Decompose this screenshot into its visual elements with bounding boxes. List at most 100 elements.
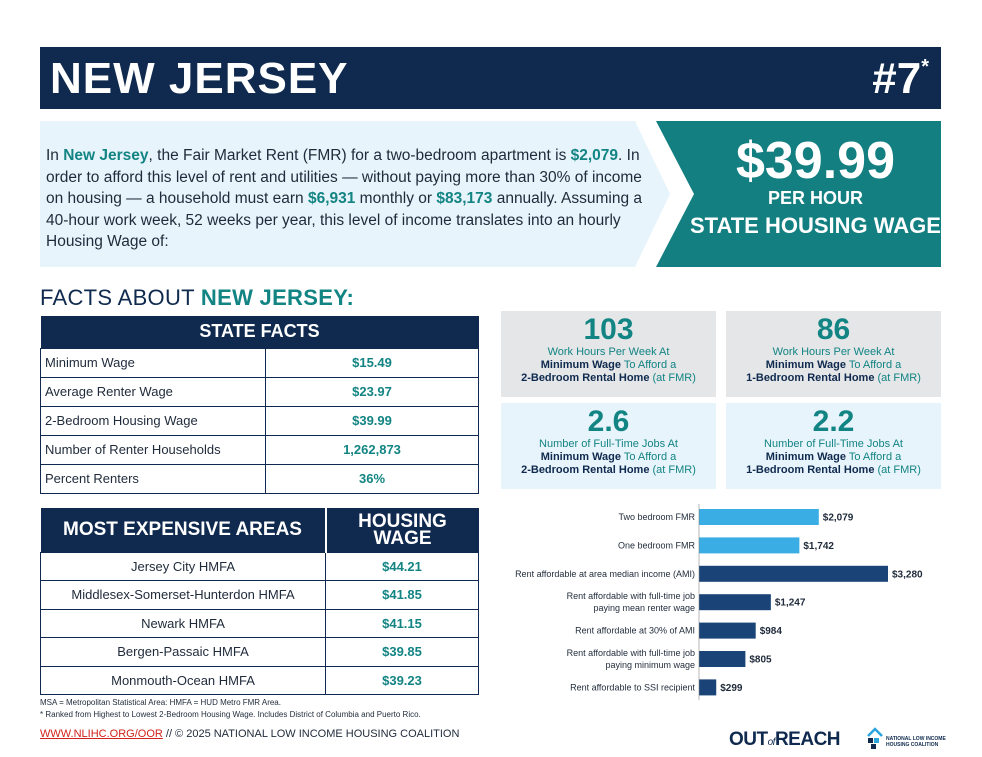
nlihc-logo-text: NATIONAL LOW INCOME HOUSING COALITION bbox=[886, 736, 946, 748]
chart-value-label: $1,742 bbox=[803, 541, 834, 552]
table-row: Bergen-Passaic HMFA $39.85 bbox=[40, 637, 479, 667]
state-rank: #7* bbox=[872, 54, 929, 104]
out-of-reach-logo: OUTofREACH bbox=[729, 729, 841, 751]
chart-bar bbox=[699, 537, 800, 554]
per-hour-label: PER HOUR bbox=[767, 188, 863, 208]
logo-out: OUT bbox=[729, 729, 768, 750]
chart-value-label: $3,280 bbox=[892, 569, 923, 580]
intro-text-4: monthly or bbox=[355, 190, 437, 207]
chart-category-label: Rent affordable at area median income (A… bbox=[515, 569, 695, 579]
nlihc-logo: NATIONAL LOW INCOME HOUSING COALITION bbox=[866, 724, 946, 752]
chart-category-label: Rent affordable with full-time job paying… bbox=[567, 591, 695, 613]
footer-link[interactable]: WWW.NLIHC.ORG/OOR bbox=[40, 728, 163, 740]
fact-label: 2-Bedroom Housing Wage bbox=[40, 405, 266, 436]
chart-bar bbox=[699, 651, 746, 667]
chart-category-label: Rent affordable to SSI recipient bbox=[570, 682, 695, 692]
fact-label: Percent Renters bbox=[40, 463, 266, 494]
intro-fmr: $2,079 bbox=[570, 147, 619, 164]
chart-category-label: Two bedroom FMR bbox=[618, 512, 695, 522]
chart-value-label: $805 bbox=[749, 655, 772, 666]
stat-card: 2.2 Number of Full-Time Jobs At Minimum … bbox=[726, 403, 941, 489]
chart-value-label: $2,079 bbox=[823, 513, 854, 524]
table-row: Jersey City HMFA $44.21 bbox=[40, 551, 479, 581]
stat-number: 103 bbox=[583, 313, 634, 346]
stat-line-2-bold: Minimum Wage bbox=[765, 359, 846, 371]
housing-wage-box: $39.99 PER HOUR STATE HOUSING WAGE bbox=[656, 121, 941, 267]
stat-line-2-bold: Minimum Wage bbox=[765, 451, 846, 463]
intro-monthly: $6,931 bbox=[307, 190, 356, 207]
stat-line-3-bold: 1-Bedroom Rental Home bbox=[746, 464, 875, 476]
stat-line-2: Minimum Wage To Afford a bbox=[726, 451, 941, 464]
table-row: Average Renter Wage $23.97 bbox=[40, 376, 479, 407]
nlihc-text-1: NATIONAL LOW INCOME bbox=[886, 736, 946, 742]
area-wage: $44.21 bbox=[325, 551, 479, 581]
stat-number: 86 bbox=[816, 313, 851, 346]
stat-line-2-bold: Minimum Wage bbox=[540, 451, 621, 463]
chart-value-label: $984 bbox=[760, 626, 783, 637]
footnote-2: * Ranked from Highest to Lowest 2-Bedroo… bbox=[40, 710, 421, 719]
intro-text-3: . In order to afford this level of rent … bbox=[46, 147, 642, 207]
table-row: Minimum Wage $15.49 bbox=[40, 347, 479, 378]
area-wage: $41.85 bbox=[325, 580, 479, 610]
stat-line-2: Minimum Wage To Afford a bbox=[501, 359, 716, 372]
stat-line-3: 1-Bedroom Rental Home (at FMR) bbox=[726, 464, 941, 477]
stat-line-3-rest: (at FMR) bbox=[649, 372, 696, 384]
chart-category-label: Rent affordable with full-time job paying… bbox=[567, 648, 695, 670]
housing-wage-heading-2: WAGE bbox=[373, 527, 432, 549]
fact-label: Number of Renter Households bbox=[40, 434, 266, 465]
fact-value: $39.99 bbox=[265, 405, 479, 436]
area-wage: $39.85 bbox=[325, 637, 479, 667]
chart-bar bbox=[699, 509, 819, 525]
table-row: Monmouth-Ocean HMFA $39.23 bbox=[40, 665, 479, 695]
stat-line-3: 1-Bedroom Rental Home (at FMR) bbox=[726, 372, 941, 385]
table-row: 2-Bedroom Housing Wage $39.99 bbox=[40, 405, 479, 436]
stat-line-2-rest: To Afford a bbox=[621, 451, 677, 463]
stat-card: 103 Work Hours Per Week At Minimum Wage … bbox=[501, 311, 716, 397]
stat-line-3-bold: 2-Bedroom Rental Home bbox=[521, 372, 650, 384]
table-row: Middlesex-Somerset-Hunterdon HMFA $41.85 bbox=[40, 580, 479, 610]
expensive-areas-heading: MOST EXPENSIVE AREAS bbox=[40, 508, 326, 552]
intro-text: In New Jersey, the Fair Market Rent (FMR… bbox=[46, 145, 646, 253]
area-name: Jersey City HMFA bbox=[40, 551, 326, 581]
expensive-areas-table: MOST EXPENSIVE AREAS HOUSING WAGE Jersey … bbox=[40, 508, 479, 695]
housing-wage-amount: $39.99 bbox=[735, 132, 896, 190]
table-row: Newark HMFA $41.15 bbox=[40, 608, 479, 638]
footer: WWW.NLIHC.ORG/OOR // © 2025 NATIONAL LOW… bbox=[40, 728, 459, 740]
housing-wage-heading-1: HOUSING bbox=[358, 510, 447, 532]
stat-line-2: Minimum Wage To Afford a bbox=[501, 451, 716, 464]
area-name: Bergen-Passaic HMFA bbox=[40, 637, 326, 667]
fact-value: 1,262,873 bbox=[265, 434, 479, 465]
rank-footnote-mark: * bbox=[921, 56, 929, 78]
facts-title-prefix: FACTS ABOUT bbox=[40, 285, 201, 310]
stat-line-2: Minimum Wage To Afford a bbox=[726, 359, 941, 372]
state-facts-table: STATE FACTS Minimum Wage $15.49 Average R… bbox=[40, 316, 479, 494]
stat-line-1: Number of Full-Time Jobs At bbox=[539, 438, 678, 450]
rent-affordability-chart: $2,079 Two bedroom FMR $1,742 One bedroom F… bbox=[515, 504, 923, 700]
fact-value: 36% bbox=[265, 463, 479, 494]
fact-label: Minimum Wage bbox=[40, 347, 266, 378]
stat-line-3: 2-Bedroom Rental Home (at FMR) bbox=[501, 464, 716, 477]
stat-line-2-rest: To Afford a bbox=[846, 451, 902, 463]
intro-panel: In New Jersey, the Fair Market Rent (FMR… bbox=[40, 121, 670, 267]
fact-label: Average Renter Wage bbox=[40, 376, 266, 407]
table-row: Number of Renter Households 1,262,873 bbox=[40, 434, 479, 465]
chart-bar bbox=[699, 679, 717, 696]
stat-line-3-rest: (at FMR) bbox=[874, 464, 921, 476]
area-name: Newark HMFA bbox=[40, 608, 326, 638]
facts-title-state: NEW JERSEY: bbox=[200, 285, 355, 310]
table-row: Percent Renters 36% bbox=[40, 463, 479, 494]
intro-state: New Jersey bbox=[63, 147, 149, 164]
intro-text-2: , the Fair Market Rent (FMR) for a two-b… bbox=[148, 147, 571, 164]
stat-line-3-bold: 2-Bedroom Rental Home bbox=[521, 464, 650, 476]
housing-wage-label: STATE HOUSING WAGE bbox=[690, 213, 941, 238]
nlihc-text-2: HOUSING COALITION bbox=[886, 742, 939, 748]
chart-category-label: One bedroom FMR bbox=[618, 540, 696, 550]
stat-line-1: Number of Full-Time Jobs At bbox=[764, 438, 903, 450]
stat-card: 86 Work Hours Per Week At Minimum Wage T… bbox=[726, 311, 941, 397]
footnote-1: MSA = Metropolitan Statistical Area: HMF… bbox=[40, 698, 281, 707]
intro-text-5: annually. Assuming a 40-hour work week, … bbox=[46, 190, 643, 250]
chart-bar bbox=[699, 622, 756, 639]
logo-reach: REACH bbox=[774, 729, 841, 750]
stat-card: 2.6 Number of Full-Time Jobs At Minimum … bbox=[501, 403, 716, 489]
state-header: NEW JERSEY #7* bbox=[40, 47, 941, 109]
